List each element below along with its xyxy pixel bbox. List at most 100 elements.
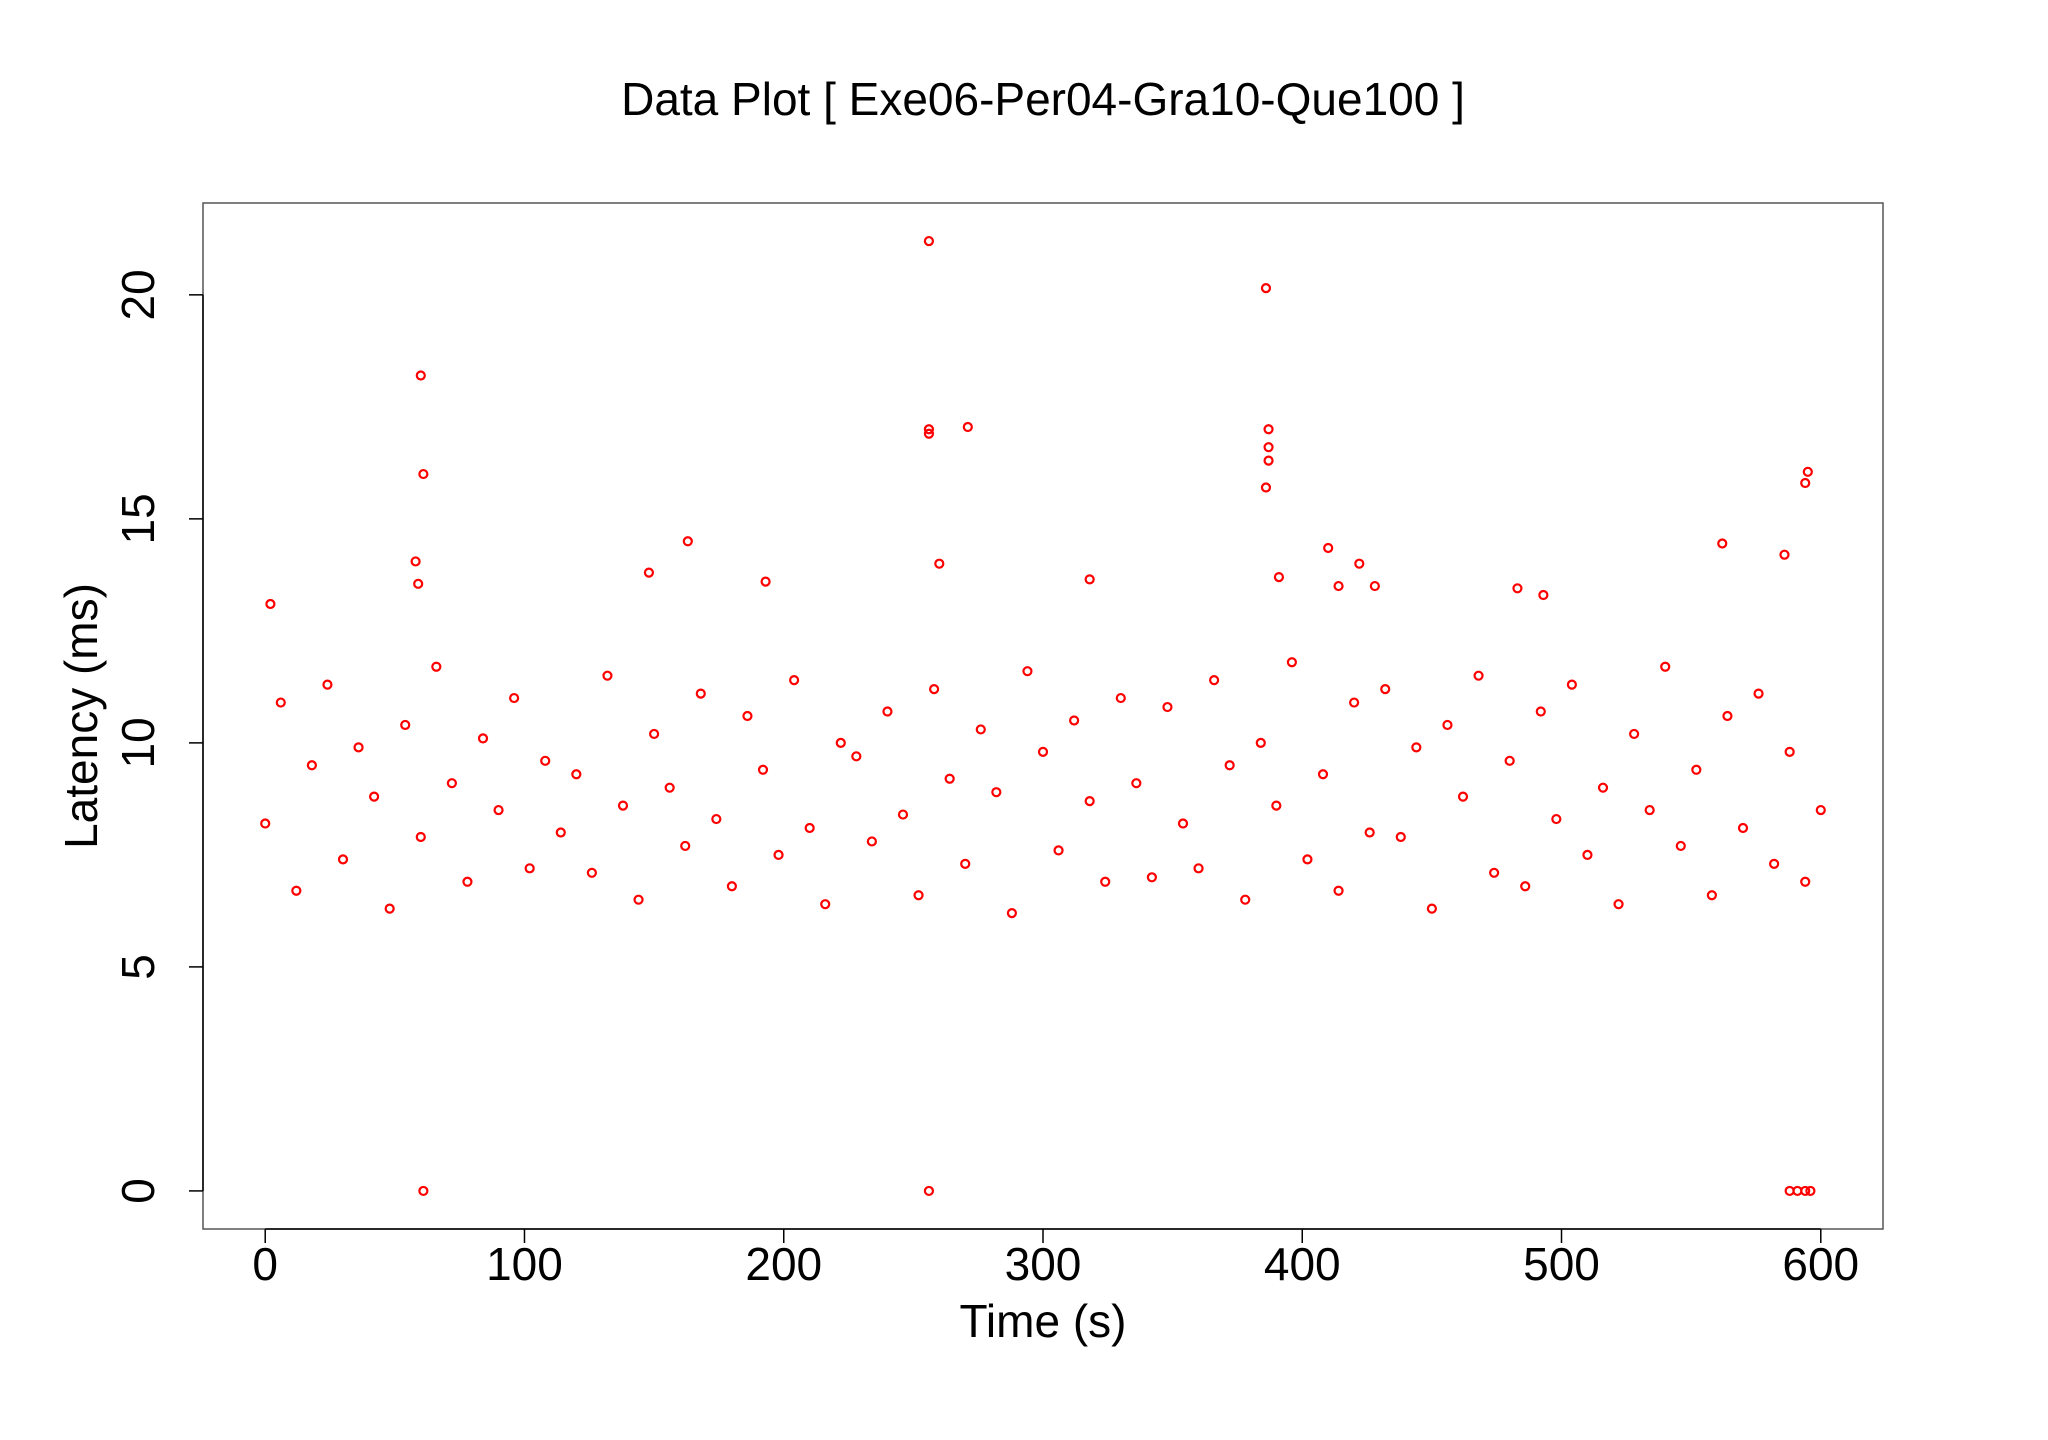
data-point [882,706,893,717]
x-tick-label: 400 [1264,1238,1341,1290]
x-tick-label: 100 [486,1238,563,1290]
data-point [1022,666,1033,677]
data-point [1660,661,1671,672]
data-point [431,661,442,672]
data-point [835,737,846,748]
data-point [1504,755,1515,766]
data-point [1613,899,1624,910]
data-point [509,692,520,704]
data-point [1323,542,1334,554]
data-point [1177,818,1189,829]
x-tick-label: 600 [1782,1238,1859,1290]
data-point [923,424,935,435]
data-point [1395,831,1406,843]
y-tick-label: 10 [112,717,164,768]
data-point [742,710,753,722]
data-point [1263,455,1274,466]
data-point [1302,854,1313,865]
data-point [695,688,706,699]
data-point [1644,804,1655,816]
data-point [1566,679,1577,690]
data-point [1717,538,1728,549]
data-point [1815,804,1826,816]
data-point [555,827,566,838]
data-point [446,778,457,789]
data-point [1551,813,1562,825]
data-point [1426,903,1437,914]
data-point [400,719,411,731]
data-point [493,804,504,816]
data-point [1597,782,1609,793]
data-point [477,733,489,744]
data-point [418,468,429,480]
data-point [415,831,426,843]
data-point [1333,580,1344,592]
data-point [1442,719,1453,731]
data-point [369,791,380,802]
data-point [1364,827,1375,838]
data-point [1286,657,1297,668]
y-axis-label: Latency (ms) [55,583,107,849]
data-point [418,1185,429,1197]
data-point [1691,764,1702,775]
data-point [1369,580,1380,592]
data-point [1263,442,1274,453]
x-tick-label: 0 [252,1238,278,1290]
data-point [975,724,986,735]
data-point [649,728,660,740]
data-point [1582,849,1593,860]
data-point [384,903,395,914]
data-point [643,567,655,578]
data-point [1193,863,1204,874]
data-point [1706,890,1717,901]
data-point [866,836,877,847]
data-point [1006,908,1017,919]
data-point [1162,701,1173,713]
data-point [602,670,613,681]
data-point [571,769,582,780]
data-point [1224,760,1235,771]
data-point [1769,858,1780,869]
data-point [726,881,737,892]
data-point [773,849,784,860]
data-point [1535,706,1546,717]
data-point [1800,876,1811,887]
data-point [820,899,831,910]
y-tick-label: 15 [112,493,164,544]
data-point [1800,477,1811,489]
data-point [275,697,286,708]
data-point [851,751,862,762]
data-point [1473,670,1484,681]
data-point [960,858,971,869]
data-point [260,818,271,829]
data-point [1084,574,1095,585]
data-point [944,773,955,784]
data-point [410,556,421,567]
data-point [1457,791,1469,802]
data-point [1629,728,1640,740]
data-point [1800,1185,1811,1197]
data-point [682,536,693,547]
data-point [804,822,815,834]
data-point [1037,746,1049,757]
data-point [1273,572,1285,583]
data-point [291,885,302,896]
data-point [1146,872,1157,883]
data-point [1784,746,1795,757]
data-point [633,894,644,905]
x-tick-label: 500 [1523,1238,1600,1290]
data-point [1737,822,1749,834]
data-point [1260,482,1272,493]
x-tick-label: 300 [1005,1238,1082,1290]
data-point [1240,894,1251,905]
data-point [757,764,769,775]
data-point [1084,796,1095,807]
data-point [1333,885,1344,896]
data-point [1255,737,1266,748]
data-point [413,578,424,589]
data-point [1317,769,1329,780]
data-point [415,370,426,381]
data-point [1115,692,1126,704]
